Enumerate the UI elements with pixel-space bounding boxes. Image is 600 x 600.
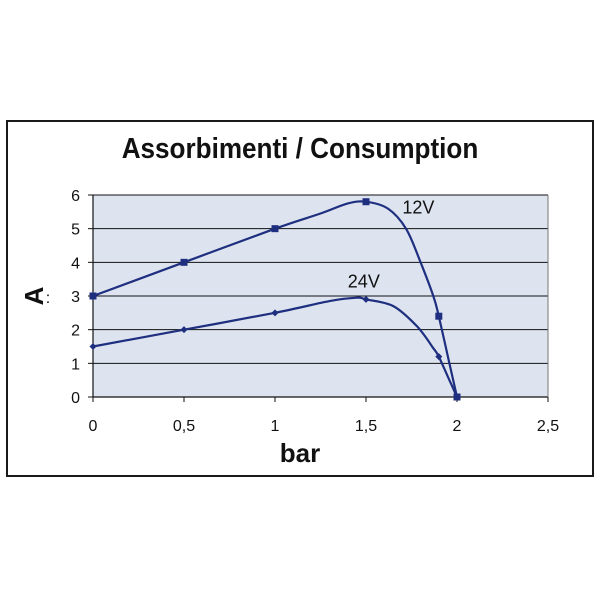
y-tick-label: 0 bbox=[71, 390, 80, 407]
data-point-12V bbox=[271, 225, 279, 233]
series-annotation: 24V bbox=[348, 272, 380, 292]
data-point-12V bbox=[89, 292, 97, 300]
data-point-12V bbox=[362, 198, 370, 206]
y-axis-label-colon: : bbox=[46, 290, 50, 307]
y-axis-label: A bbox=[19, 286, 49, 305]
y-tick-label: 6 bbox=[71, 188, 80, 205]
x-axis-label: bar bbox=[280, 438, 320, 468]
y-tick-label: 4 bbox=[71, 255, 80, 272]
data-point-24V bbox=[89, 343, 97, 350]
x-tick-label: 0 bbox=[89, 418, 98, 435]
data-point-12V bbox=[435, 312, 443, 320]
y-tick-label: 5 bbox=[71, 222, 80, 239]
y-tick-label: 1 bbox=[71, 356, 80, 373]
x-tick-label: 2 bbox=[453, 418, 462, 435]
data-point-24V bbox=[180, 326, 188, 334]
x-tick-label: 1 bbox=[271, 418, 280, 435]
x-tick-label: 0,5 bbox=[173, 418, 195, 435]
grid-lines bbox=[93, 194, 548, 364]
x-tick-label: 1,5 bbox=[355, 418, 377, 435]
data-point-24V bbox=[362, 295, 370, 303]
x-tick-label: 2,5 bbox=[537, 418, 559, 435]
series-annotation: 12V bbox=[402, 198, 434, 218]
y-tick-label: 2 bbox=[71, 323, 80, 340]
data-point-24V bbox=[271, 309, 279, 317]
data-point-24V bbox=[453, 393, 461, 401]
chart-labels: 0 1 2 3 4 5 6 0 0,5 1 1,5 2 2,5 12V 24V bbox=[71, 188, 559, 435]
y-tick-label: 3 bbox=[71, 289, 80, 306]
data-point-12V bbox=[180, 258, 188, 266]
chart-title: Assorbimenti / Consumption bbox=[122, 132, 479, 165]
series-markers bbox=[89, 198, 461, 401]
data-point-24V bbox=[435, 353, 443, 361]
